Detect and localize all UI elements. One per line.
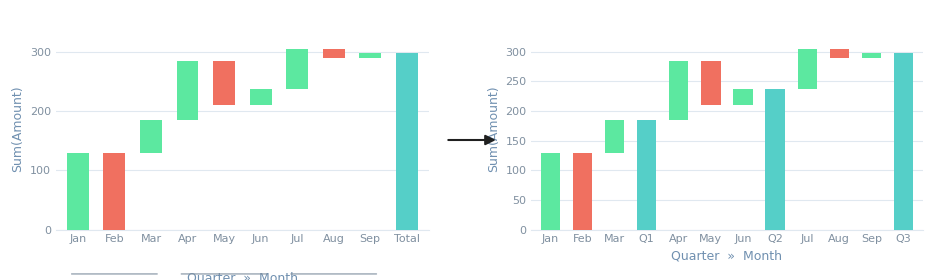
X-axis label: Quarter  »  Month: Quarter » Month xyxy=(671,249,783,262)
Bar xyxy=(573,153,592,230)
Bar xyxy=(359,53,381,58)
Bar xyxy=(396,53,418,230)
Bar xyxy=(637,120,656,230)
Bar xyxy=(322,49,345,58)
Bar xyxy=(733,89,753,105)
Bar xyxy=(894,53,913,230)
Bar xyxy=(605,120,624,153)
Bar xyxy=(250,89,271,105)
Bar xyxy=(669,60,689,120)
Y-axis label: Sum(Amount): Sum(Amount) xyxy=(487,85,500,172)
Y-axis label: Sum(Amount): Sum(Amount) xyxy=(11,85,24,172)
Bar xyxy=(103,153,126,230)
X-axis label: Quarter  »  Month: Quarter » Month xyxy=(186,272,298,280)
Bar xyxy=(213,60,235,105)
Bar xyxy=(140,120,162,153)
Bar xyxy=(765,89,785,230)
Bar xyxy=(67,153,89,230)
Bar xyxy=(286,49,308,89)
Bar xyxy=(541,153,560,230)
Bar xyxy=(862,53,881,58)
Bar xyxy=(798,49,816,89)
Bar xyxy=(701,60,720,105)
Bar xyxy=(176,60,199,120)
Bar xyxy=(829,49,849,58)
